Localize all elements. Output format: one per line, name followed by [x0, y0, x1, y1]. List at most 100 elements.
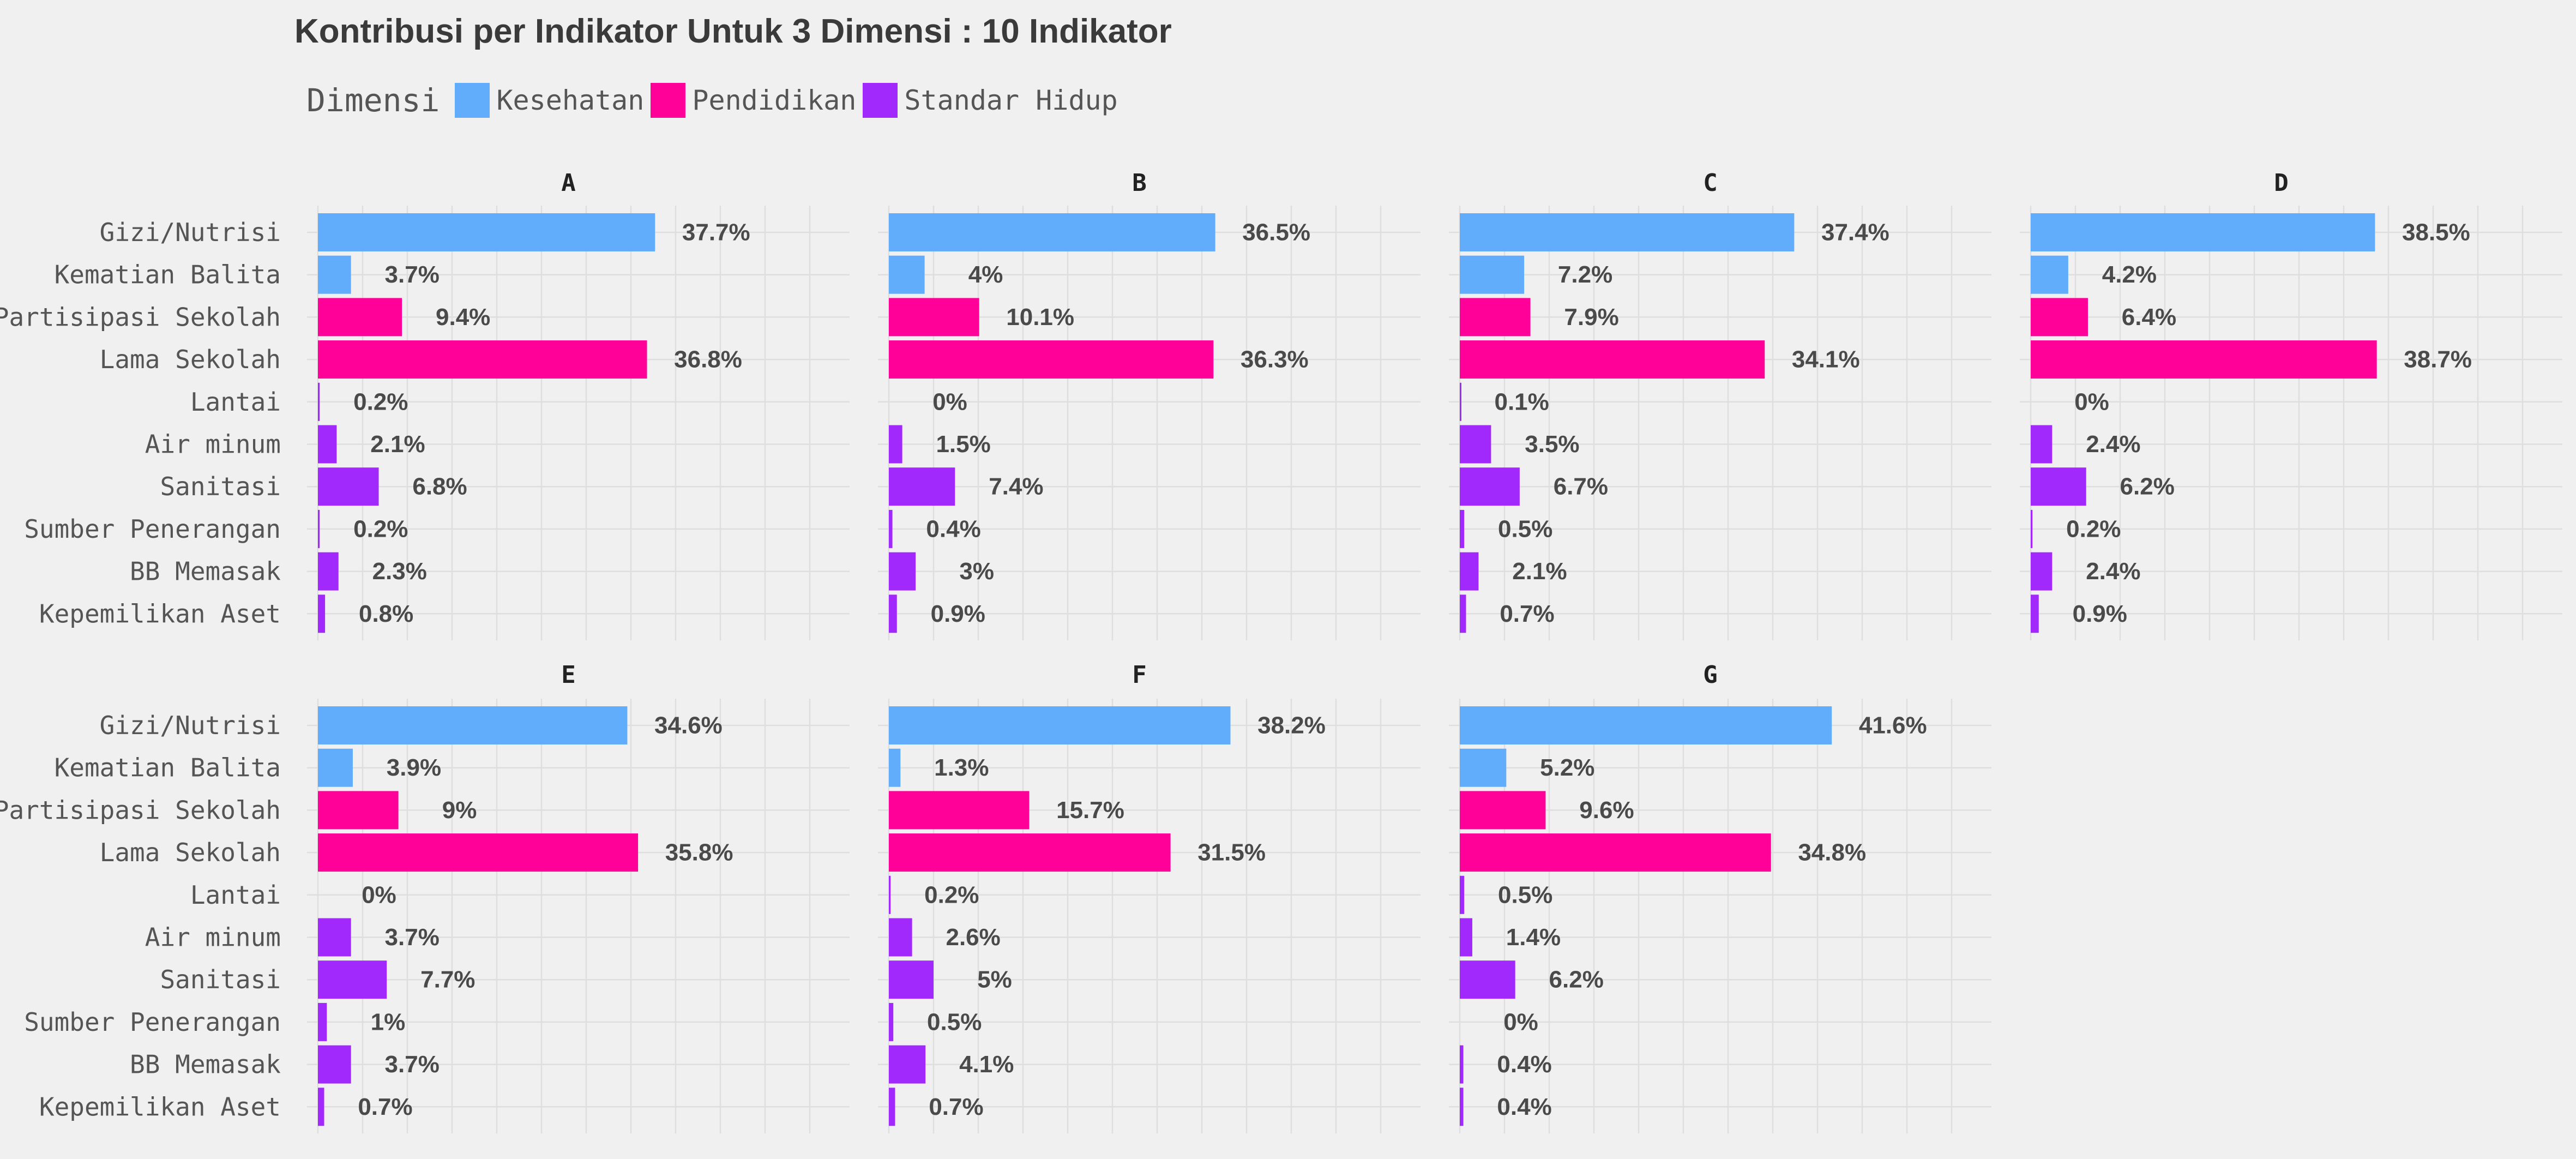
bar-c-lama-sekolah: [1460, 340, 1765, 379]
data-label-b-sanitasi: 7.4%: [989, 473, 1043, 500]
facet-panel-f: F 38.2% 1.3% 15.7% 31.5% 0.2% 2.6% 5% 0.5% 4.1% 0.…: [878, 661, 1421, 1134]
bar-d-air-minum: [2031, 425, 2053, 464]
category-label-sumber-penerangan: Sumber Penerangan: [24, 514, 281, 544]
bar-g-lantai: [1460, 875, 1465, 914]
data-label-e-partisipasi-sekolah: 9%: [442, 797, 477, 824]
facet-title-f: F: [1132, 661, 1147, 689]
bar-a-bb-memasak: [318, 552, 339, 591]
data-label-c-lantai: 0.1%: [1494, 388, 1549, 415]
bar-d-sanitasi: [2031, 467, 2086, 506]
data-label-e-kematian-balita: 3.9%: [387, 754, 441, 781]
bar-f-bb-memasak: [889, 1045, 926, 1084]
data-label-d-kepemilikan-aset: 0.9%: [2073, 600, 2127, 627]
data-label-b-sumber-penerangan: 0.4%: [926, 515, 980, 542]
category-label-kematian-balita: Kematian Balita: [55, 260, 281, 290]
bar-d-kepemilikan-aset: [2031, 594, 2039, 633]
bar-a-lantai: [318, 382, 320, 421]
data-label-d-bb-memasak: 2.4%: [2086, 558, 2140, 585]
facet-title-a: A: [561, 169, 576, 197]
data-label-a-lama-sekolah: 36.8%: [674, 346, 742, 373]
data-label-e-lantai: 0%: [362, 881, 396, 908]
bar-e-sumber-penerangan: [318, 1002, 327, 1041]
data-label-f-air-minum: 2.6%: [946, 924, 1000, 951]
data-label-f-bb-memasak: 4.1%: [959, 1051, 1014, 1078]
category-label-bb-memasak: BB Memasak: [130, 1050, 281, 1079]
legend-label-pendidikan: Pendidikan: [692, 85, 857, 116]
category-label-lantai: Lantai: [190, 880, 281, 910]
data-label-d-kematian-balita: 4.2%: [2102, 261, 2157, 288]
category-label-lama-sekolah: Lama Sekolah: [100, 345, 281, 374]
bar-e-lama-sekolah: [318, 833, 639, 872]
data-label-b-gizi-nutrisi: 36.5%: [1242, 219, 1310, 246]
category-label-gizi-nutrisi: Gizi/Nutrisi: [100, 218, 281, 247]
legend-swatch-pendidikan: [651, 83, 686, 118]
data-label-e-bb-memasak: 3.7%: [385, 1051, 440, 1078]
facet-panel-e: E 34.6% Gizi/Nutrisi 3.9% Kematian Balita 9% P…: [0, 661, 850, 1134]
data-label-b-bb-memasak: 3%: [959, 558, 994, 585]
bar-g-sanitasi: [1460, 960, 1515, 999]
data-label-a-partisipasi-sekolah: 9.4%: [436, 304, 490, 331]
category-label-lama-sekolah: Lama Sekolah: [100, 838, 281, 867]
legend-swatch-kesehatan: [455, 83, 490, 118]
bar-d-bb-memasak: [2031, 552, 2053, 591]
data-label-g-partisipasi-sekolah: 9.6%: [1579, 797, 1634, 824]
bar-b-sanitasi: [889, 467, 955, 506]
bar-b-partisipasi-sekolah: [889, 298, 979, 337]
bar-e-partisipasi-sekolah: [318, 791, 399, 830]
data-label-g-lama-sekolah: 34.8%: [1798, 839, 1866, 866]
legend-swatch-standar-hidup: [863, 83, 898, 118]
bar-f-air-minum: [889, 918, 912, 957]
bar-g-lama-sekolah: [1460, 833, 1771, 872]
bar-d-kematian-balita: [2031, 255, 2068, 294]
bar-c-kepemilikan-aset: [1460, 594, 1466, 633]
facet-panel-g: G 41.6% 5.2% 9.6% 34.8% 0.5% 1.4% 6.2% 0% 0.4% 0.4…: [1449, 661, 1991, 1134]
data-label-d-gizi-nutrisi: 38.5%: [2402, 219, 2470, 246]
category-label-kepemilikan-aset: Kepemilikan Aset: [39, 599, 281, 628]
bar-c-gizi-nutrisi: [1460, 213, 1795, 251]
bar-a-kepemilikan-aset: [318, 594, 326, 633]
data-label-b-air-minum: 1.5%: [936, 431, 990, 458]
category-label-partisipasi-sekolah: Partisipasi Sekolah: [0, 795, 281, 825]
data-label-c-partisipasi-sekolah: 7.9%: [1564, 304, 1618, 331]
data-label-d-lama-sekolah: 38.7%: [2404, 346, 2472, 373]
data-label-e-lama-sekolah: 35.8%: [665, 839, 733, 866]
data-label-f-sumber-penerangan: 0.5%: [927, 1008, 982, 1035]
data-label-c-sanitasi: 6.7%: [1554, 473, 1608, 500]
bar-c-air-minum: [1460, 425, 1491, 464]
data-label-a-kepemilikan-aset: 0.8%: [359, 600, 413, 627]
bar-f-kepemilikan-aset: [889, 1088, 895, 1126]
category-label-air-minum: Air minum: [145, 923, 281, 952]
data-label-b-lama-sekolah: 36.3%: [1241, 346, 1309, 373]
legend-label-standar-hidup: Standar Hidup: [904, 85, 1118, 116]
data-label-c-kematian-balita: 7.2%: [1558, 261, 1612, 288]
bar-e-air-minum: [318, 918, 351, 957]
data-label-g-sumber-penerangan: 0%: [1503, 1008, 1538, 1035]
data-label-f-lama-sekolah: 31.5%: [1197, 839, 1266, 866]
bar-d-gizi-nutrisi: [2031, 213, 2375, 251]
bar-b-kepemilikan-aset: [889, 594, 897, 633]
bar-f-lantai: [889, 875, 891, 914]
data-label-e-sumber-penerangan: 1%: [371, 1008, 406, 1035]
bar-e-sanitasi: [318, 960, 387, 999]
facet-panel-d: D 38.5% 4.2% 6.4% 38.7% 0% 2.4% 6.2% 0.2% 2.4% 0.9…: [2020, 169, 2562, 641]
legend-title: Dimensi: [306, 82, 440, 119]
facet-panel-c: C 37.4% 7.2% 7.9% 34.1% 0.1% 3.5% 6.7%0.5% 2.1% 0…: [1449, 169, 1991, 641]
legend-item-pendidikan: Pendidikan: [651, 83, 856, 118]
category-label-partisipasi-sekolah: Partisipasi Sekolah: [0, 302, 281, 332]
bar-f-kematian-balita: [889, 748, 901, 787]
bar-g-kepemilikan-aset: [1460, 1088, 1464, 1126]
bar-a-kematian-balita: [318, 255, 351, 294]
data-label-c-sumber-penerangan: 0.5%: [1498, 515, 1552, 542]
data-label-b-partisipasi-sekolah: 10.1%: [1006, 304, 1074, 331]
data-label-g-gizi-nutrisi: 41.6%: [1859, 712, 1927, 739]
bar-a-sanitasi: [318, 467, 379, 506]
data-label-g-bb-memasak: 0.4%: [1497, 1051, 1551, 1078]
data-label-g-air-minum: 1.4%: [1506, 924, 1561, 951]
data-label-c-lama-sekolah: 34.1%: [1792, 346, 1860, 373]
bar-c-lantai: [1460, 382, 1461, 421]
data-label-b-kematian-balita: 4%: [968, 261, 1003, 288]
bar-g-kematian-balita: [1460, 748, 1507, 787]
data-label-g-sanitasi: 6.2%: [1549, 966, 1604, 993]
data-label-b-lantai: 0%: [932, 388, 967, 415]
bar-c-sumber-penerangan: [1460, 509, 1465, 548]
